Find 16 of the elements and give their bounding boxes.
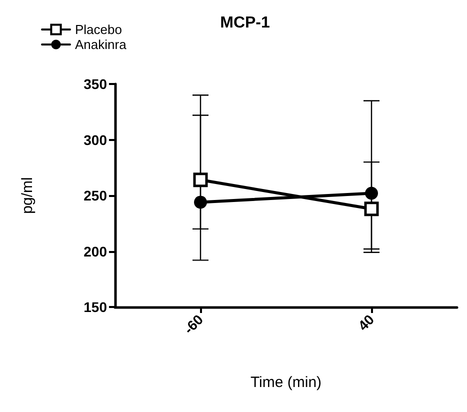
chart-title: MCP-1 bbox=[220, 14, 270, 32]
legend-label: Anakinra bbox=[75, 37, 128, 52]
x-tick-label: -60 bbox=[180, 311, 206, 337]
y-tick-label: 150 bbox=[84, 299, 108, 315]
point bbox=[193, 172, 208, 188]
y-tick-label: 350 bbox=[84, 76, 108, 92]
y-tick-label: 200 bbox=[84, 243, 108, 260]
y-tick-label: 300 bbox=[84, 132, 108, 148]
y-axis-title: pg/ml bbox=[19, 177, 36, 214]
point bbox=[364, 202, 379, 216]
y-tick-label: 250 bbox=[84, 188, 108, 204]
x-axis-title: Time (min) bbox=[250, 374, 322, 391]
point bbox=[365, 186, 378, 200]
legend-label: Placebo bbox=[75, 22, 122, 37]
point bbox=[194, 196, 207, 209]
x-tick-label: 40 bbox=[354, 311, 378, 334]
